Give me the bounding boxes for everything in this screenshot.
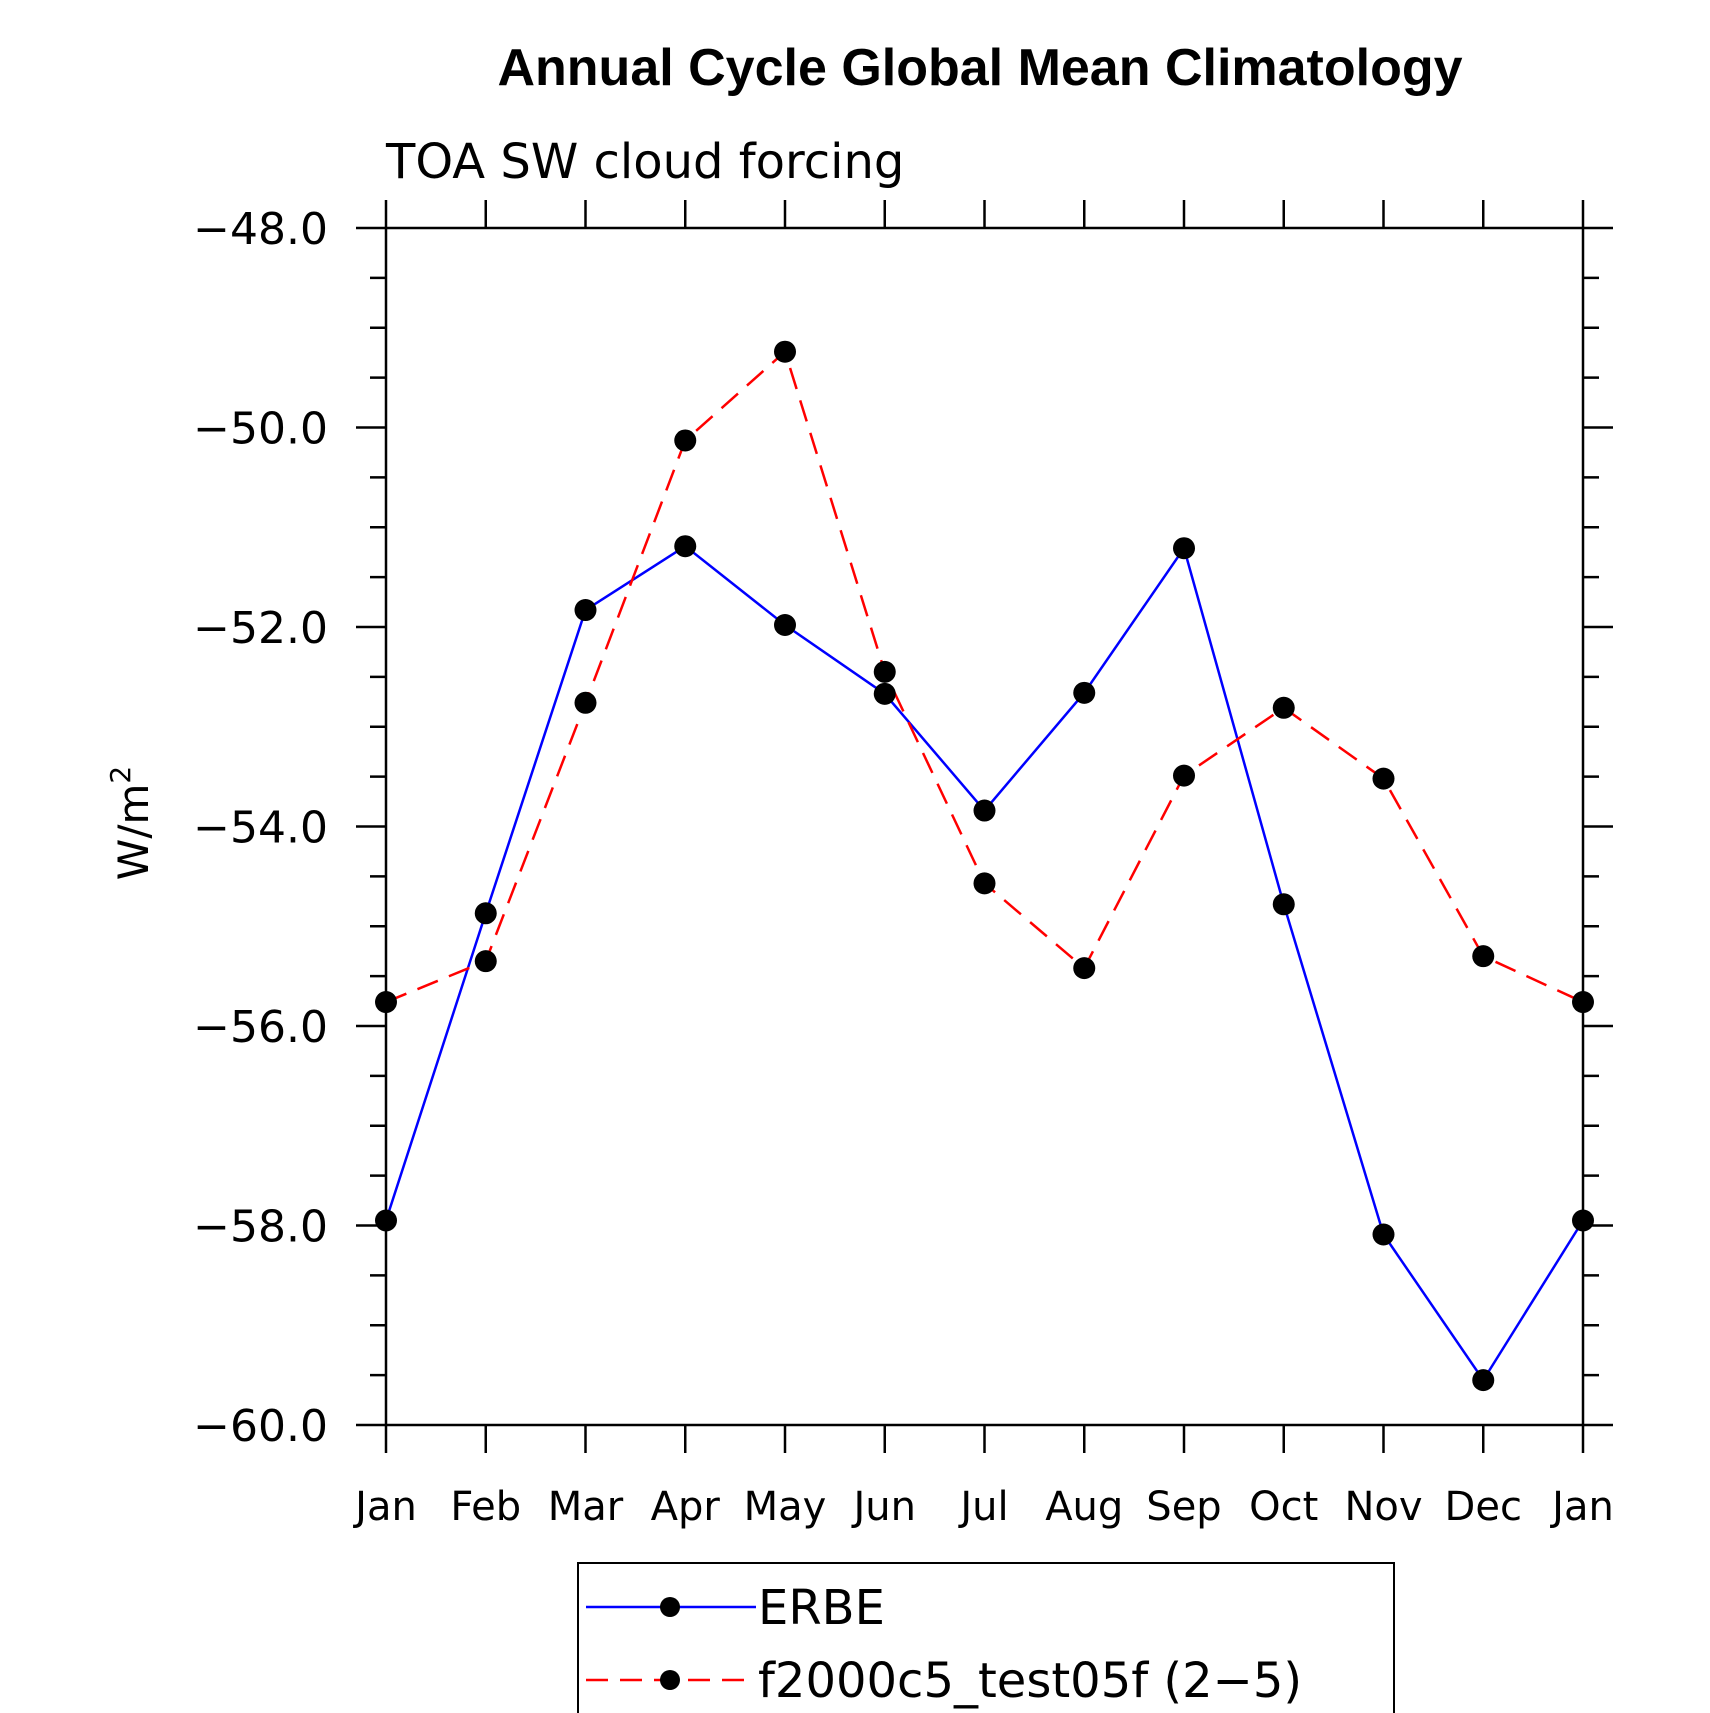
plot-frame: [384, 226, 1585, 1427]
y-tick-label: −56.0: [193, 1002, 328, 1053]
series-1-point: [973, 872, 996, 895]
series-0-point: [873, 682, 896, 705]
series-1-point: [574, 691, 597, 714]
series-1-point: [774, 340, 796, 363]
series-1-point: [1173, 764, 1195, 787]
x-tick-label: Oct: [1249, 1484, 1318, 1530]
legend-label-erbe: ERBE: [758, 1580, 885, 1636]
series-0-point: [1073, 681, 1096, 704]
y-axis-label: W/m2: [104, 766, 158, 880]
y-tick-label: −48.0: [193, 204, 328, 255]
y-axis-label-exponent: 2: [104, 766, 137, 784]
y-tick-labels: −48.0 −50.0 −52.0 −54.0 −56.0 −58.0 −60.0: [193, 204, 328, 1452]
series-0-point: [574, 599, 597, 622]
x-tick-label: Nov: [1344, 1484, 1422, 1530]
y-tick-label: −52.0: [193, 603, 328, 654]
legend-marker-model: [660, 1670, 680, 1690]
chart-title: Annual Cycle Global Mean Climatology: [497, 39, 1462, 97]
legend: ERBE f2000c5_test05f (2−5): [577, 1562, 1395, 1713]
series-0-point: [1272, 893, 1295, 916]
series-1-point: [1472, 945, 1495, 968]
series-0-point: [1472, 1369, 1495, 1392]
series-0-point: [474, 902, 497, 925]
legend-box: [577, 1562, 1395, 1713]
series-0-point: [973, 799, 996, 822]
series-1-point: [1073, 957, 1096, 980]
chart-subtitle: TOA SW cloud forcing: [385, 134, 904, 190]
legend-marker-erbe: [660, 1597, 680, 1617]
y-axis-label-base: W/m: [109, 784, 158, 881]
x-tick-label: Feb: [450, 1484, 521, 1530]
x-tick-label: Jan: [1549, 1484, 1614, 1530]
series-0-point: [774, 614, 796, 637]
x-tick-label: Jan: [352, 1484, 417, 1530]
series-0-point: [1372, 1223, 1395, 1246]
series-1-point: [1272, 696, 1295, 719]
x-tick-label: Mar: [548, 1484, 624, 1530]
y-tick-label: −60.0: [193, 1401, 328, 1452]
series-1-point: [674, 429, 697, 452]
legend-label-model: f2000c5_test05f (2−5): [758, 1653, 1302, 1709]
x-tick-label: Jun: [851, 1484, 917, 1530]
x-tick-label: Dec: [1445, 1484, 1522, 1530]
axis-ticks: [356, 200, 1613, 1453]
x-tick-label: May: [744, 1484, 827, 1530]
x-tick-label: Sep: [1146, 1484, 1221, 1530]
x-tick-label: Jul: [957, 1484, 1008, 1530]
x-tick-label: Aug: [1045, 1484, 1123, 1530]
x-tick-label: Apr: [651, 1484, 721, 1530]
y-tick-label: −50.0: [193, 404, 328, 455]
series-line-0: [384, 544, 1585, 1383]
x-tick-labels: Jan Feb Mar Apr May Jun Jul Aug Sep Oct Nov Dec Jan: [352, 1484, 1614, 1530]
series-lines: [384, 349, 1585, 1383]
series-points: [375, 340, 1594, 1392]
y-tick-label: −54.0: [193, 803, 328, 854]
series-0-point: [674, 535, 697, 558]
series-1-point: [1372, 767, 1395, 790]
y-tick-label: −58.0: [193, 1202, 328, 1253]
series-1-point: [873, 660, 896, 683]
series-line-1: [385, 349, 1584, 1004]
series-1-point: [474, 950, 497, 973]
series-0-point: [1173, 537, 1195, 560]
